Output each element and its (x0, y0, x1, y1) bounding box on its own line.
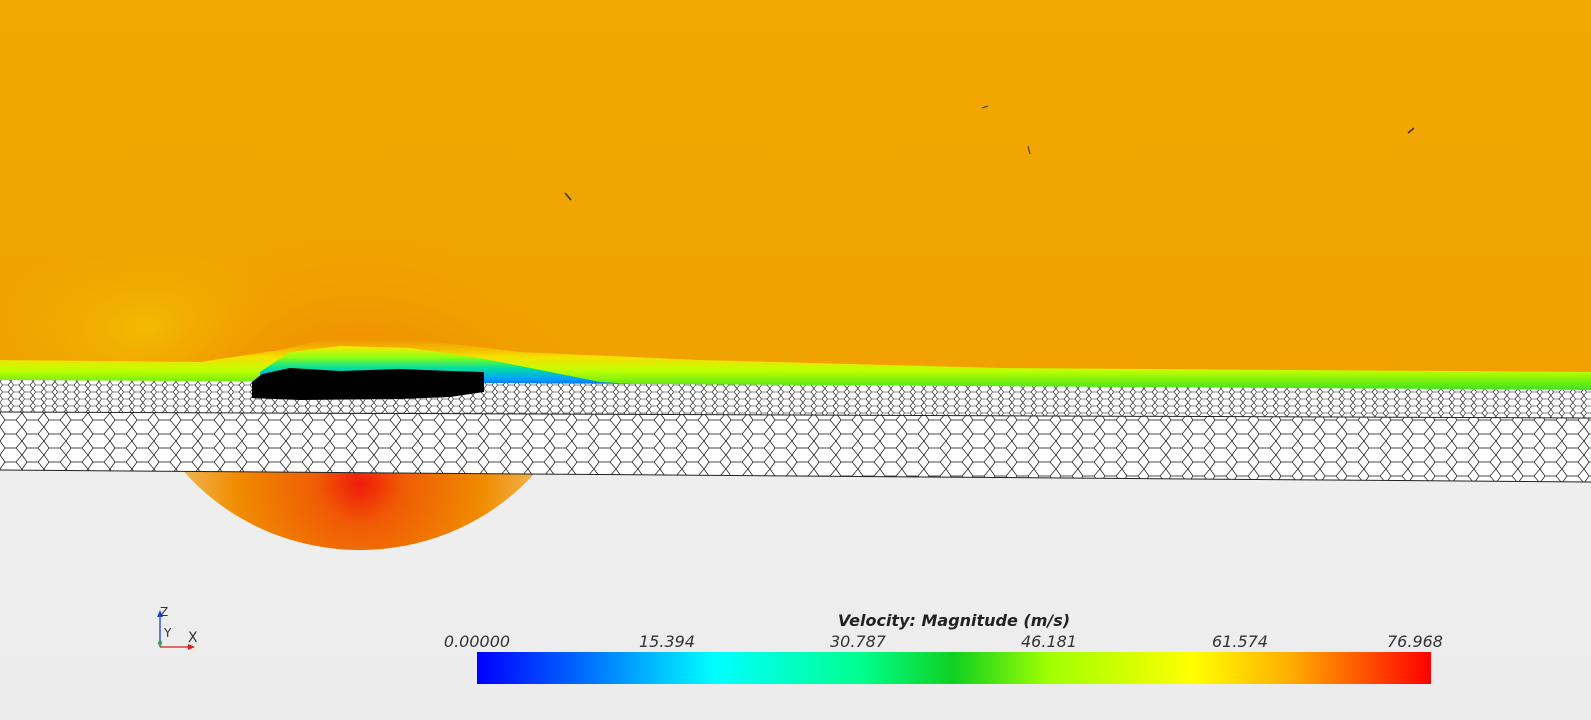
z-axis-label: Z (160, 605, 169, 619)
y-axis-dot (157, 640, 163, 646)
colorbar-tick-label: 46.181 (1021, 632, 1077, 651)
colorbar-title: Velocity: Magnitude (m/s) (837, 611, 1071, 630)
x-axis-label: X (188, 630, 198, 646)
z-axis-arrow (157, 610, 163, 617)
x-axis-arrow (188, 644, 195, 650)
colorbar-tick-label: 0.00000 (443, 632, 511, 651)
mesh-bottom-edge (0, 469, 1591, 483)
mesh-boundary (0, 411, 1591, 419)
colorbar-tick-label: 76.968 (1387, 632, 1443, 651)
vehicle-body (252, 368, 484, 400)
flow-streak (1407, 127, 1415, 134)
y-axis-label: Y (164, 626, 172, 640)
colorbar-gradient (477, 652, 1431, 684)
flow-streak (564, 192, 572, 201)
colorbar-tick-label: 61.574 (1212, 632, 1268, 651)
stagnation-region (130, 110, 590, 550)
flow-streak (981, 105, 989, 109)
flow-streak (1027, 145, 1031, 155)
colorbar-tick-label: 15.394 (639, 632, 695, 651)
axis-triad[interactable] (157, 610, 195, 650)
colorbar-tick-label: 30.787 (830, 632, 886, 651)
